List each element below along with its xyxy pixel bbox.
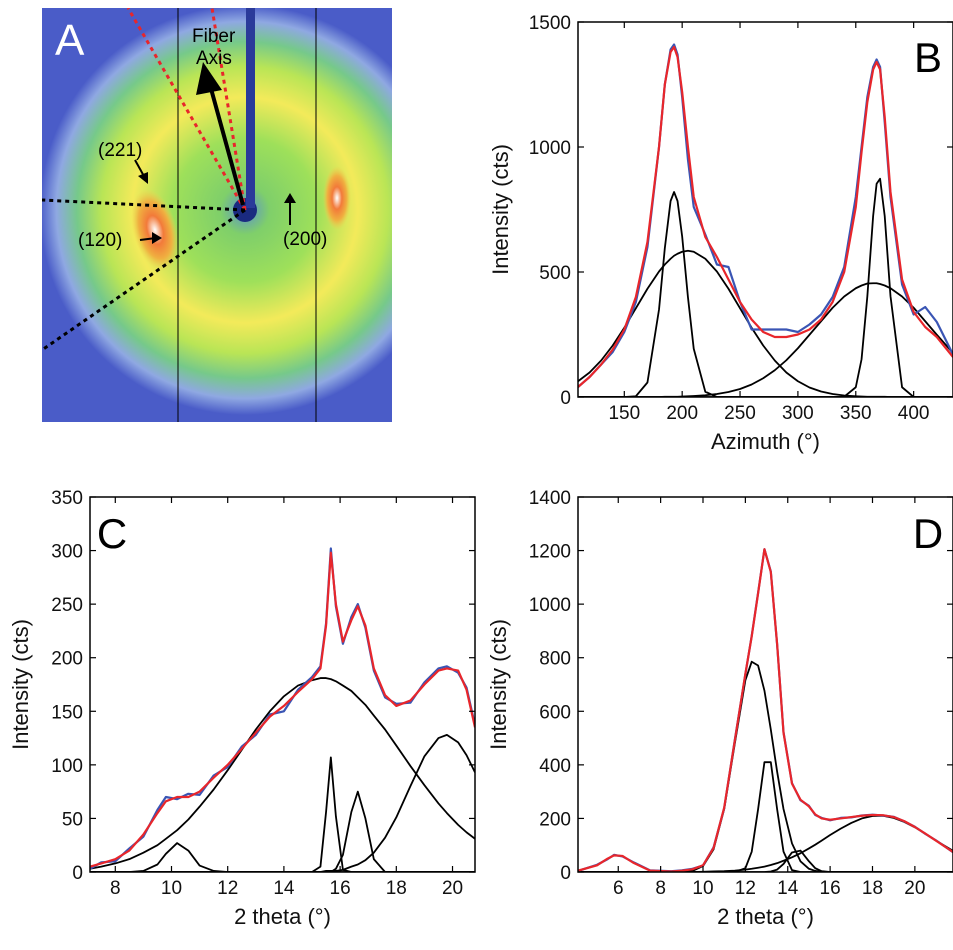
x-tick-label: 12 [217,878,238,899]
x-tick-label: 16 [820,878,841,899]
x-tick-label: 14 [273,878,295,899]
y-tick-label: 300 [51,542,83,563]
panel-label: C [97,510,127,557]
y-axis-label: Intensity (cts) [8,619,33,750]
annotation: Fiber [192,26,236,47]
y-tick-label: 0 [560,388,571,409]
data-line [578,177,953,397]
panel-label: B [914,34,942,81]
data-line [90,790,475,872]
data-line [578,548,953,872]
plot-area [578,43,953,397]
data-line [578,191,953,397]
x-tick-label: 14 [777,878,799,899]
data-line [90,677,475,870]
panel-label: A [55,16,85,65]
y-tick-label: 1000 [529,138,571,159]
data-line [90,733,475,872]
x-tick-label: 20 [442,878,463,899]
data-line [578,548,953,872]
data-line [90,842,475,872]
y-tick-label: 600 [539,702,571,723]
annotation: (200) [283,229,327,250]
y-tick-label: 400 [539,756,571,777]
data-line [578,761,953,872]
y-tick-label: 150 [51,702,83,723]
x-tick-label: 10 [692,878,713,899]
plot-frame [577,496,953,873]
data-line [578,45,953,388]
x-tick-label: 400 [898,403,930,424]
plot-area [90,547,475,872]
data-line [578,849,953,872]
x-axis-label: Azimuth (°) [711,429,820,454]
y-tick-label: 800 [539,649,571,670]
y-tick-label: 500 [539,263,571,284]
x-tick-label: 18 [386,878,407,899]
x-tick-label: 18 [862,878,883,899]
y-axis-label: Intensity (cts) [488,144,513,275]
x-tick-label: 8 [655,878,666,899]
y-tick-label: 1500 [529,13,571,34]
y-axis-label: Intensity (cts) [486,619,511,750]
y-tick-label: 0 [560,863,571,884]
x-tick-label: 200 [666,403,698,424]
y-tick-label: 1000 [529,595,571,616]
data-line [578,249,953,397]
y-tick-label: 350 [51,488,83,509]
data-line [578,43,953,388]
x-tick-label: 350 [840,403,872,424]
y-tick-label: 250 [51,595,83,616]
x-tick-label: 20 [904,878,925,899]
x-tick-label: 250 [724,403,756,424]
y-tick-label: 100 [51,756,83,777]
data-line [578,282,953,397]
panel-a-image [42,8,392,422]
data-line [90,756,475,872]
annotation: (120) [78,230,122,251]
panel-label: D [913,510,943,557]
x-tick-label: 12 [735,878,756,899]
x-tick-label: 10 [161,878,182,899]
y-tick-label: 0 [72,863,83,884]
x-tick-label: 150 [608,403,640,424]
y-tick-label: 200 [539,809,571,830]
y-tick-label: 1200 [529,542,571,563]
plot-area [578,548,953,872]
plot-frame [89,496,476,873]
x-tick-label: 8 [110,878,121,899]
annotation: Axis [196,48,232,69]
y-tick-label: 1400 [529,488,571,509]
annotation: (221) [98,140,142,161]
x-tick-label: 300 [782,403,814,424]
data-line [90,551,475,868]
x-axis-label: 2 theta (°) [717,904,814,929]
y-tick-label: 50 [62,809,83,830]
plot-frame [577,21,953,398]
x-axis-label: 2 theta (°) [234,904,331,929]
data-line [90,547,475,870]
x-tick-label: 6 [613,878,624,899]
x-tick-label: 16 [330,878,351,899]
data-line [578,660,953,872]
y-tick-label: 200 [51,649,83,670]
